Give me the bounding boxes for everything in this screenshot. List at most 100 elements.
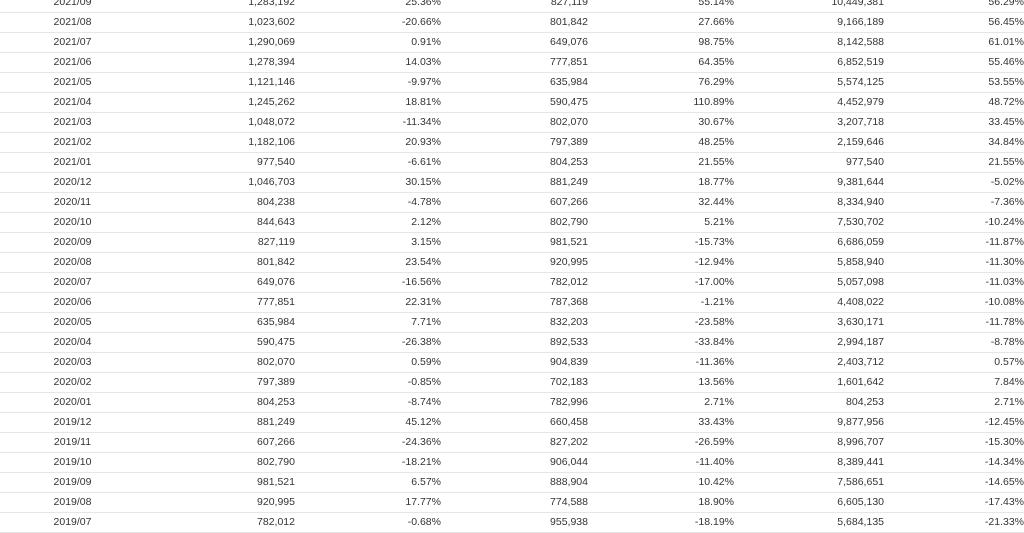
cell-value-1: 1,023,602 [145,12,295,33]
cell-change-2: 55.14% [588,0,734,13]
cell-value-1: 804,253 [145,392,295,413]
cell-change-3: 55.46% [884,52,1024,73]
cell-change-2: -12.94% [588,252,734,273]
cell-value-3: 8,142,588 [734,32,884,53]
cell-value-1: 635,984 [145,312,295,333]
table-row: 2021/01 977,540 -6.61% 804,253 21.55% 977,540… [0,152,1024,173]
cell-value-2: 649,076 [441,32,588,53]
cell-month: 2021/09 [0,0,145,13]
cell-value-1: 607,266 [145,432,295,453]
cell-value-1: 802,070 [145,352,295,373]
cell-value-2: 920,995 [441,252,588,273]
cell-change-2: 18.77% [588,172,734,193]
cell-value-3: 8,334,940 [734,192,884,213]
cell-month: 2019/10 [0,452,145,473]
table-row: 2021/06 1,278,394 14.03% 777,851 64.35% 6,852… [0,52,1024,73]
table-row: 2020/04 590,475 -26.38% 892,533 -33.84% 2,994… [0,332,1024,353]
cell-change-1: -0.85% [295,372,441,393]
table-row: 2020/10 844,643 2.12% 802,790 5.21% 7,530,702… [0,212,1024,233]
cell-value-3: 4,452,979 [734,92,884,113]
cell-month: 2020/01 [0,392,145,413]
cell-value-1: 920,995 [145,492,295,513]
table-row: 2021/03 1,048,072 -11.34% 802,070 30.67% 3,20… [0,112,1024,133]
cell-change-3: 2.71% [884,392,1024,413]
cell-month: 2019/07 [0,512,145,533]
cell-change-1: -8.74% [295,392,441,413]
cell-value-2: 904,839 [441,352,588,373]
cell-value-1: 844,643 [145,212,295,233]
cell-value-3: 7,530,702 [734,212,884,233]
cell-change-2: -33.84% [588,332,734,353]
cell-change-3: -11.03% [884,272,1024,293]
table-row: 2021/09 1,283,192 25.36% 827,119 55.14% 10,44… [0,0,1024,13]
cell-change-2: 10.42% [588,472,734,493]
cell-value-3: 5,684,135 [734,512,884,533]
cell-change-1: 20.93% [295,132,441,153]
cell-month: 2020/06 [0,292,145,313]
cell-change-3: -14.65% [884,472,1024,493]
cell-change-3: 33.45% [884,112,1024,133]
cell-change-3: 34.84% [884,132,1024,153]
cell-value-1: 797,389 [145,372,295,393]
cell-value-3: 4,408,022 [734,292,884,313]
table-row: 2021/02 1,182,106 20.93% 797,389 48.25% 2,159… [0,132,1024,153]
cell-change-1: -4.78% [295,192,441,213]
cell-change-2: 5.21% [588,212,734,233]
cell-change-1: -6.61% [295,152,441,173]
cell-value-1: 804,238 [145,192,295,213]
table-row: 2021/05 1,121,146 -9.97% 635,984 76.29% 5,574… [0,72,1024,93]
cell-change-1: 17.77% [295,492,441,513]
cell-change-2: 13.56% [588,372,734,393]
cell-value-2: 827,119 [441,0,588,13]
cell-change-2: 110.89% [588,92,734,113]
cell-value-3: 7,586,651 [734,472,884,493]
table-row: 2020/06 777,851 22.31% 787,368 -1.21% 4,408,0… [0,292,1024,313]
cell-value-1: 649,076 [145,272,295,293]
cell-value-2: 782,012 [441,272,588,293]
cell-change-2: 98.75% [588,32,734,53]
table-row: 2021/04 1,245,262 18.81% 590,475 110.89% 4,45… [0,92,1024,113]
cell-month: 2020/02 [0,372,145,393]
cell-change-1: 25.36% [295,0,441,13]
cell-value-2: 787,368 [441,292,588,313]
cell-value-1: 1,283,192 [145,0,295,13]
cell-value-1: 881,249 [145,412,295,433]
cell-change-1: 3.15% [295,232,441,253]
cell-change-2: 48.25% [588,132,734,153]
cell-value-3: 2,403,712 [734,352,884,373]
cell-change-1: -16.56% [295,272,441,293]
table-row: 2019/10 802,790 -18.21% 906,044 -11.40% 8,389… [0,452,1024,473]
cell-month: 2021/05 [0,72,145,93]
cell-value-3: 6,852,519 [734,52,884,73]
cell-change-3: -15.30% [884,432,1024,453]
cell-month: 2020/09 [0,232,145,253]
cell-value-1: 801,842 [145,252,295,273]
cell-change-3: -21.33% [884,512,1024,533]
table-row: 2020/07 649,076 -16.56% 782,012 -17.00% 5,057… [0,272,1024,293]
cell-value-1: 1,121,146 [145,72,295,93]
cell-change-3: -17.43% [884,492,1024,513]
cell-value-2: 802,790 [441,212,588,233]
cell-change-1: 2.12% [295,212,441,233]
cell-change-1: -26.38% [295,332,441,353]
cell-value-1: 590,475 [145,332,295,353]
cell-change-3: 48.72% [884,92,1024,113]
table-row: 2019/11 607,266 -24.36% 827,202 -26.59% 8,996… [0,432,1024,453]
table-row: 2020/02 797,389 -0.85% 702,183 13.56% 1,601,6… [0,372,1024,393]
cell-change-1: -11.34% [295,112,441,133]
cell-change-2: 64.35% [588,52,734,73]
table-row: 2019/07 782,012 -0.68% 955,938 -18.19% 5,684,… [0,512,1024,533]
cell-month: 2020/08 [0,252,145,273]
cell-change-1: 22.31% [295,292,441,313]
cell-value-3: 1,601,642 [734,372,884,393]
cell-value-3: 9,381,644 [734,172,884,193]
cell-value-3: 804,253 [734,392,884,413]
cell-change-2: -26.59% [588,432,734,453]
cell-change-2: -15.73% [588,232,734,253]
cell-value-2: 981,521 [441,232,588,253]
cell-change-3: 56.45% [884,12,1024,33]
cell-change-2: 33.43% [588,412,734,433]
